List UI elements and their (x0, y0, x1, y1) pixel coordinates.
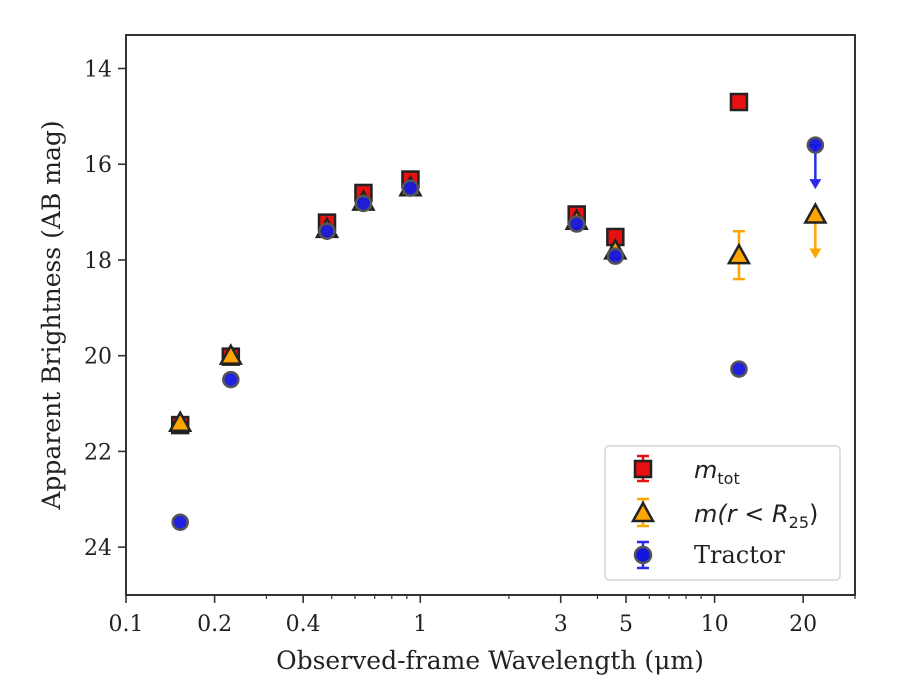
tractor-point (606, 247, 625, 265)
legend-mr25-main: m(r < R (694, 500, 789, 528)
tractor-point (401, 179, 420, 197)
x-axis-label: Observed-frame Wavelength (μm) (276, 646, 704, 675)
legend-box (604, 445, 841, 581)
legend-entry-tractor: Tractor (633, 540, 785, 570)
legend-mtot-subscript: tot (717, 469, 739, 488)
legend-tractor-label: Tractor (694, 541, 785, 569)
plot-frame (125, 34, 856, 596)
y-tick-label: 16 (84, 153, 112, 178)
mr25-point (803, 201, 828, 224)
legend-mr25-label: m(r < R25) (694, 500, 818, 532)
mr25-point (168, 410, 193, 432)
y-tick-label: 18 (84, 249, 112, 274)
tractor-point (171, 513, 189, 531)
mr25-point (726, 242, 752, 265)
mr25-point (218, 343, 243, 365)
upper-limit-arrow (809, 179, 822, 190)
x-tick-label: 5 (619, 612, 633, 637)
data-markers (168, 92, 828, 531)
legend-mtot-square-marker (633, 459, 653, 479)
legend-mr25-suffix: ) (809, 500, 818, 528)
x-tick-label: 0.1 (109, 612, 144, 637)
y-tick-label: 14 (84, 58, 112, 83)
tractor-point (354, 194, 373, 213)
upper-limit-arrow (809, 248, 822, 259)
x-tick-label: 1 (413, 612, 427, 637)
x-tick-label: 0.4 (286, 612, 321, 637)
legend-tractor-circle-marker (633, 545, 653, 565)
axis-ticks: 0.1 0.2 0.4 1 3 5 10 20 14 16 18 20 22 24 (84, 58, 856, 637)
legend-mtot-main: m (694, 456, 717, 484)
tractor-point (730, 360, 748, 378)
y-tick-label: 24 (84, 536, 112, 561)
y-axis-label: Apparent Brightness (AB mag) (37, 120, 66, 510)
legend: mtot m(r < R25) Tractor (604, 445, 841, 581)
y-tick-label: 20 (84, 345, 112, 370)
legend-mr25-subscript: 25 (789, 513, 809, 532)
tractor-point (318, 222, 336, 240)
error-bars (174, 143, 822, 429)
x-tick-label: 0.2 (197, 612, 232, 637)
x-tick-label: 3 (554, 612, 568, 637)
tractor-point (567, 215, 586, 233)
tractor-point (222, 370, 240, 389)
y-tick-label: 22 (84, 440, 112, 465)
x-tick-label: 10 (701, 612, 729, 637)
x-tick-label: 20 (789, 612, 817, 637)
legend-mr25-triangle-marker (630, 500, 656, 523)
legend-entry-mr25: m(r < R25) (630, 497, 818, 532)
legend-mtot-label: mtot (694, 456, 740, 488)
legend-entry-mtot: mtot (633, 454, 740, 488)
mtot-point (729, 92, 749, 112)
tractor-point (806, 136, 825, 154)
